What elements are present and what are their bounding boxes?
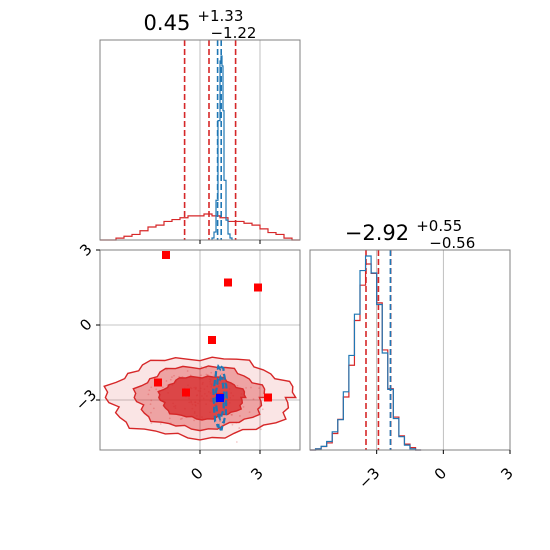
sample-dot bbox=[150, 411, 152, 414]
sample-dot bbox=[261, 408, 264, 411]
sample-dot bbox=[186, 370, 189, 372]
title-top-left-value: 0.45 bbox=[144, 11, 191, 35]
sample-dot bbox=[218, 420, 221, 423]
sample-dot bbox=[150, 422, 153, 425]
grid-bottom-right bbox=[376, 250, 511, 450]
xtick-label-2: 3 bbox=[497, 464, 516, 483]
sample-dot bbox=[152, 407, 155, 410]
hist-series-0 bbox=[310, 263, 422, 451]
sample-dot bbox=[206, 374, 209, 376]
title-top-left-upper: +1.33 bbox=[197, 7, 243, 25]
estimate-point bbox=[216, 394, 224, 402]
sample-dot bbox=[210, 371, 213, 374]
truth-point-1 bbox=[224, 278, 232, 287]
title-bottom-right: −2.92 +0.55 −0.56 bbox=[345, 216, 475, 252]
frame-bottom-right bbox=[309, 249, 511, 451]
sample-dot bbox=[148, 389, 151, 392]
grid-top-left bbox=[199, 40, 261, 240]
contour-4 bbox=[214, 374, 226, 422]
sample-dot bbox=[200, 366, 203, 368]
sample-dot bbox=[221, 373, 223, 375]
sample-dot bbox=[155, 388, 158, 391]
sample-dot bbox=[179, 418, 182, 420]
sample-dot bbox=[258, 387, 261, 390]
hist-series-0 bbox=[100, 213, 300, 241]
series-top-left bbox=[100, 40, 300, 241]
contour-3 bbox=[212, 363, 228, 433]
sample-dot bbox=[161, 386, 164, 389]
sample-dot bbox=[159, 422, 162, 425]
xtick-label-1: 0 bbox=[431, 464, 450, 483]
sample-dot bbox=[231, 423, 234, 426]
sample-dot bbox=[150, 399, 153, 402]
sample-dot bbox=[171, 376, 173, 379]
truth-point-6 bbox=[264, 393, 272, 402]
sample-dot bbox=[260, 428, 262, 431]
title-bottom-right-lower: −0.56 bbox=[429, 234, 475, 252]
sample-dot bbox=[165, 380, 168, 382]
sample-dot bbox=[149, 403, 152, 406]
sample-dot bbox=[242, 406, 245, 408]
sample-dot bbox=[147, 393, 150, 396]
title-bottom-right-upper: +0.55 bbox=[416, 217, 462, 235]
sample-dot bbox=[231, 413, 233, 416]
series-bottom-left bbox=[103, 251, 297, 443]
sample-dot bbox=[169, 378, 172, 381]
sample-dot bbox=[200, 374, 202, 377]
sample-dot bbox=[150, 386, 153, 389]
sample-dot bbox=[248, 411, 251, 414]
sample-dot bbox=[235, 441, 238, 443]
xtick-label-1: 3 bbox=[247, 464, 266, 483]
sample-dot bbox=[252, 398, 255, 401]
sample-dot bbox=[245, 386, 247, 389]
sample-dot bbox=[236, 384, 239, 387]
ticks-bottom-right: −3 0 3 bbox=[355, 450, 517, 492]
hist-series-1 bbox=[310, 255, 422, 451]
sample-dot bbox=[168, 417, 171, 420]
truth-point-4 bbox=[154, 378, 162, 387]
sample-dot bbox=[250, 386, 252, 389]
sample-dot bbox=[239, 415, 241, 417]
sample-dot bbox=[173, 374, 175, 377]
ticks-top-left bbox=[199, 240, 261, 244]
xtick-label-0: −3 bbox=[355, 464, 383, 492]
truth-point-5 bbox=[182, 388, 190, 397]
truth-point-0 bbox=[162, 251, 170, 259]
series-bottom-right bbox=[310, 250, 422, 451]
sample-dot bbox=[230, 413, 233, 416]
sample-dot bbox=[238, 427, 241, 429]
ytick-label-2: −3 bbox=[72, 386, 100, 414]
ytick-label-1: 0 bbox=[76, 315, 95, 334]
title-bottom-right-value: −2.92 bbox=[345, 221, 409, 245]
sample-dot bbox=[205, 373, 208, 376]
sample-dot bbox=[193, 419, 195, 422]
scatter-bottom-left-panel: 0 3 3 0 −3 bbox=[72, 240, 301, 484]
xtick-label-0: 0 bbox=[187, 464, 206, 483]
truth-point-2 bbox=[254, 283, 262, 292]
truth-point-3 bbox=[208, 336, 216, 344]
hist-top-left-panel: 0.45 +1.33 −1.22 bbox=[99, 6, 301, 244]
title-top-left-lower: −1.22 bbox=[210, 24, 256, 42]
sample-dot bbox=[181, 417, 183, 420]
ytick-label-0: 3 bbox=[76, 240, 95, 259]
title-top-left: 0.45 +1.33 −1.22 bbox=[144, 6, 257, 42]
hist-bottom-right-panel: −3 0 3 −2.92 +0.55 −0.56 bbox=[309, 216, 517, 492]
